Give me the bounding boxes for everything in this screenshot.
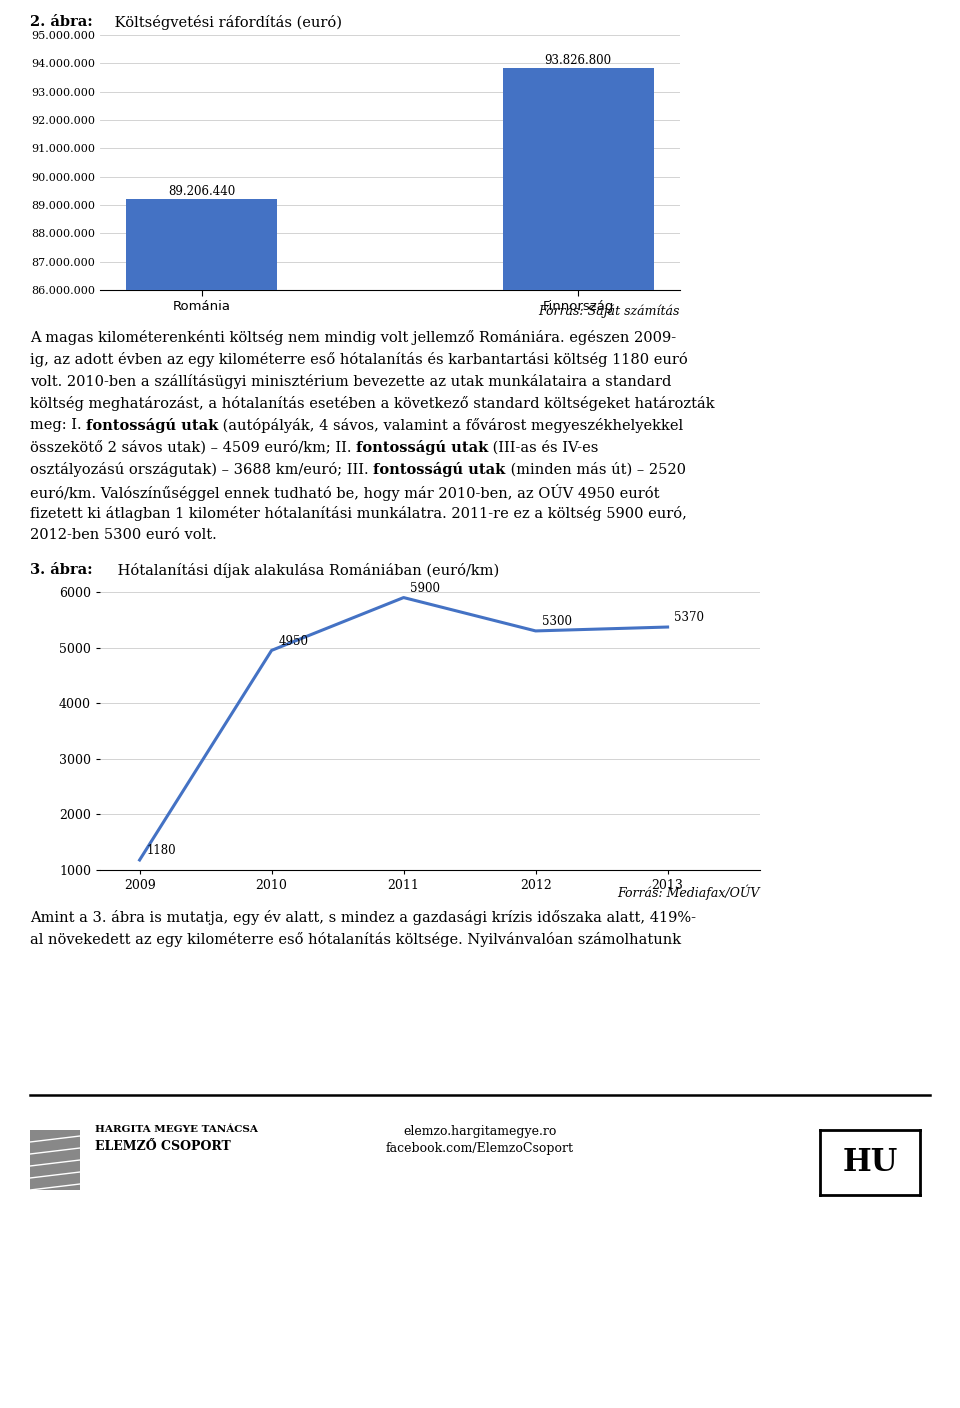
Text: fizetett ki átlagban 1 kilométer hótalanítási munkálatra. 2011-re ez a költség 5: fizetett ki átlagban 1 kilométer hótalan… <box>30 505 686 521</box>
Text: 3. ábra:: 3. ábra: <box>30 563 92 577</box>
Text: ELEMZŐ CSOPORT: ELEMZŐ CSOPORT <box>95 1140 230 1153</box>
Text: ig, az adott évben az egy kilométerre eső hótalanítás és karbantartási költség 1: ig, az adott évben az egy kilométerre es… <box>30 352 687 367</box>
Text: 2012-ben 5300 euró volt.: 2012-ben 5300 euró volt. <box>30 528 217 542</box>
Text: fontosságú utak: fontosságú utak <box>373 462 506 477</box>
Text: Amint a 3. ábra is mutatja, egy év alatt, s mindez a gazdasági krízis időszaka a: Amint a 3. ábra is mutatja, egy év alatt… <box>30 910 696 925</box>
Text: fontosságú utak: fontosságú utak <box>86 418 219 434</box>
Text: költség meghatározást, a hótalanítás esetében a következő standard költségeket h: költség meghatározást, a hótalanítás ese… <box>30 396 714 411</box>
Text: 89.206.440: 89.206.440 <box>168 186 235 199</box>
Bar <box>127 199 277 1408</box>
Text: elemzo.hargitamegye.ro: elemzo.hargitamegye.ro <box>403 1125 557 1138</box>
Text: A magas kilométerenkénti költség nem mindig volt jellemző Romániára. egészen 200: A magas kilométerenkénti költség nem min… <box>30 329 676 345</box>
Text: meg: I.: meg: I. <box>30 418 86 432</box>
Bar <box>503 68 654 1408</box>
Text: HU: HU <box>842 1148 898 1178</box>
Text: osztályozású országutak) – 3688 km/euró; III.: osztályozású országutak) – 3688 km/euró;… <box>30 462 373 477</box>
Text: (minden más út) – 2520: (minden más út) – 2520 <box>506 462 685 476</box>
Text: Költségvetési ráfordítás (euró): Költségvetési ráfordítás (euró) <box>110 15 342 30</box>
Text: al növekedett az egy kilométerre eső hótalanítás költsége. Nyilvánvalóan számolh: al növekedett az egy kilométerre eső hót… <box>30 932 682 948</box>
Text: euró/km. Valószínűséggel ennek tudható be, hogy már 2010-ben, az OÚV 4950 eurót: euró/km. Valószínűséggel ennek tudható b… <box>30 484 660 501</box>
Text: 2. ábra:: 2. ábra: <box>30 15 93 30</box>
Text: 5370: 5370 <box>674 611 705 624</box>
Text: fontosságú utak: fontosságú utak <box>356 439 489 455</box>
Text: (autópályák, 4 sávos, valamint a fővárost megyeszékhelyekkel: (autópályák, 4 sávos, valamint a főváros… <box>219 418 684 434</box>
Text: HARGITA MEGYE TANÁCSA: HARGITA MEGYE TANÁCSA <box>95 1125 258 1133</box>
Text: 5900: 5900 <box>410 582 441 594</box>
Text: 1180: 1180 <box>146 845 176 857</box>
Text: volt. 2010-ben a szállításügyi minisztérium bevezette az utak munkálataira a sta: volt. 2010-ben a szállításügyi minisztér… <box>30 375 671 389</box>
Text: 5300: 5300 <box>542 615 572 628</box>
Text: Forrás: Saját számítás: Forrás: Saját számítás <box>539 306 680 318</box>
Text: 93.826.800: 93.826.800 <box>544 55 612 68</box>
Text: összekötő 2 sávos utak) – 4509 euró/km; II.: összekötő 2 sávos utak) – 4509 euró/km; … <box>30 439 356 455</box>
Text: facebook.com/ElemzoCsoport: facebook.com/ElemzoCsoport <box>386 1142 574 1155</box>
Text: (III-as és IV-es: (III-as és IV-es <box>489 439 599 455</box>
Text: Hótalanítási díjak alakulása Romániában (euró/km): Hótalanítási díjak alakulása Romániában … <box>113 563 499 579</box>
Text: Forrás: Mediafax/OÚV: Forrás: Mediafax/OÚV <box>617 886 760 901</box>
Text: 4950: 4950 <box>278 635 308 648</box>
